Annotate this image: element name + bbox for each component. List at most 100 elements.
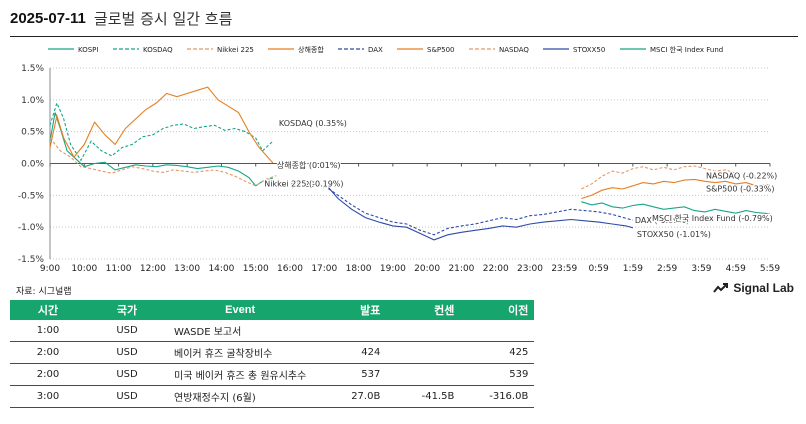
- x-tick-label: 19:00: [380, 264, 406, 274]
- cell-time: 3:00: [10, 385, 86, 408]
- cell-previous: 539: [460, 363, 535, 386]
- legend-label: KOSDAQ: [143, 46, 173, 54]
- series-end-label: Nikkei 225 (-0.19%): [264, 180, 343, 189]
- cell-consensus: [386, 341, 461, 364]
- cell-time: 2:00: [10, 341, 86, 364]
- series-end-label: KOSPI (-0.23%): [265, 180, 325, 189]
- header-country: 국가: [86, 300, 168, 320]
- series-line: [581, 178, 771, 200]
- x-tick-label: 3:59: [691, 264, 711, 274]
- x-tick-label: 18:00: [346, 264, 372, 274]
- series-line: [581, 201, 771, 215]
- y-tick-label: -0.5%: [18, 191, 45, 201]
- cell-previous: [460, 320, 535, 342]
- cell-country: USD: [86, 363, 168, 386]
- table-row: 1:00 USD WASDE 보고서: [10, 320, 535, 342]
- series-end-label: 상해종합 (0.01%): [277, 160, 341, 170]
- x-tick-label: 1:59: [623, 264, 643, 274]
- x-tick-label: 20:00: [414, 264, 440, 274]
- cell-actual: 537: [312, 363, 387, 386]
- series-line: [323, 185, 634, 236]
- legend-label: MSCI 한국 Index Fund: [650, 46, 723, 54]
- header-event: Event: [168, 300, 313, 320]
- calendar-header-row: 시간 국가 Event 발표 컨센 이전: [10, 300, 535, 320]
- legend-label: Nikkei 225: [217, 46, 254, 54]
- series-end-label: STOXX50 (-1.01%): [637, 230, 711, 239]
- cell-time: 2:00: [10, 363, 86, 386]
- x-tick-label: 10:00: [71, 264, 97, 274]
- source-row: 자료: 시그널랩 Signal Lab: [10, 280, 796, 298]
- cell-consensus: [386, 363, 461, 386]
- header-previous: 이전: [460, 300, 535, 320]
- y-tick-label: -1.5%: [18, 255, 45, 265]
- y-tick-label: -1.0%: [18, 223, 45, 233]
- title-divider: [10, 36, 798, 37]
- series-line: [49, 101, 274, 162]
- cell-country: USD: [86, 320, 168, 342]
- header-consensus: 컨센: [386, 300, 461, 320]
- series-line: [323, 182, 634, 241]
- series-line: [49, 86, 274, 164]
- cell-previous: -316.0B: [460, 385, 535, 408]
- series-line: [49, 112, 274, 187]
- y-tick-label: 0.0%: [21, 160, 44, 170]
- title-row: 2025-07-11 글로벌 증시 일간 흐름: [10, 4, 232, 32]
- legend-label: NASDAQ: [499, 46, 529, 54]
- table-row: 3:00 USD 연방재정수지 (6월) 27.0B -41.5B -316.0…: [10, 385, 535, 408]
- cell-actual: 424: [312, 341, 387, 364]
- legend-label: S&P500: [427, 46, 454, 54]
- source-note: 자료: 시그널랩: [16, 287, 72, 297]
- x-tick-label: 23:00: [517, 264, 543, 274]
- series-end-label: DAX (-0.89%): [635, 216, 689, 225]
- cell-event: WASDE 보고서: [168, 320, 313, 342]
- page-title: 글로벌 증시 일간 흐름: [93, 9, 233, 28]
- series-end-label: S&P500 (-0.33%): [706, 185, 775, 194]
- cell-country: USD: [86, 385, 168, 408]
- series-line: [49, 137, 277, 187]
- economic-calendar-table: 시간 국가 Event 발표 컨센 이전 1:00 USD WASDE 보고서 …: [10, 300, 535, 408]
- market-line-chart: -1.5% -1.0% -0.5% 0.0% 0.5% 1.0% 1.5% 9:00 10:00…: [18, 45, 781, 274]
- header-actual: 발표: [312, 300, 387, 320]
- x-tick-label: 0:59: [588, 264, 608, 274]
- series-end-label: NASDAQ (-0.22%): [706, 172, 777, 181]
- cell-time: 1:00: [10, 320, 86, 342]
- table-row: 2:00 USD 미국 베이커 휴즈 총 원유시추수 537 539: [10, 363, 535, 386]
- x-tick-label: 17:00: [311, 264, 337, 274]
- cell-actual: 27.0B: [312, 385, 387, 408]
- x-tick-label: 11:00: [106, 264, 132, 274]
- x-tick-label: 4:59: [726, 264, 746, 274]
- series-line: [581, 165, 771, 190]
- legend-label: STOXX50: [573, 46, 605, 54]
- cell-event: 베이커 휴즈 굴착장비수: [168, 341, 313, 364]
- y-tick-label: 1.5%: [21, 64, 44, 74]
- x-tick-label: 14:00: [208, 264, 234, 274]
- x-tick-label: 16:00: [277, 264, 303, 274]
- x-tick-label: 9:00: [40, 264, 60, 274]
- x-tick-label: 23:59: [551, 264, 577, 274]
- report-date: 2025-07-11: [10, 9, 86, 27]
- signal-chart-icon: [713, 283, 729, 293]
- cell-event: 연방재정수지 (6월): [168, 385, 313, 408]
- x-tick-label: 15:00: [243, 264, 269, 274]
- cell-previous: 425: [460, 341, 535, 364]
- x-tick-label: 2:59: [657, 264, 677, 274]
- y-tick-label: 0.5%: [21, 128, 44, 138]
- brand: Signal Lab: [713, 281, 794, 295]
- x-tick-label: 13:00: [174, 264, 200, 274]
- header-time: 시간: [10, 300, 86, 320]
- y-tick-label: 1.0%: [21, 96, 44, 106]
- cell-actual: [312, 320, 387, 342]
- series-end-label: MSCI 한국 Index Fund (-0.79%): [652, 214, 773, 223]
- brand-name: Signal Lab: [733, 281, 794, 295]
- legend-label: DAX: [368, 46, 383, 54]
- cell-consensus: [386, 320, 461, 342]
- x-tick-label: 22:00: [483, 264, 509, 274]
- cell-event: 미국 베이커 휴즈 총 원유시추수: [168, 363, 313, 386]
- table-row: 2:00 USD 베이커 휴즈 굴착장비수 424 425: [10, 341, 535, 364]
- legend-label: 상해종합: [298, 45, 324, 54]
- x-tick-label: 12:00: [140, 264, 166, 274]
- legend-label: KOSPI: [78, 46, 98, 54]
- series-end-label: KOSDAQ (0.35%): [279, 119, 347, 128]
- x-tick-label: 5:59: [760, 264, 780, 274]
- cell-consensus: -41.5B: [386, 385, 461, 408]
